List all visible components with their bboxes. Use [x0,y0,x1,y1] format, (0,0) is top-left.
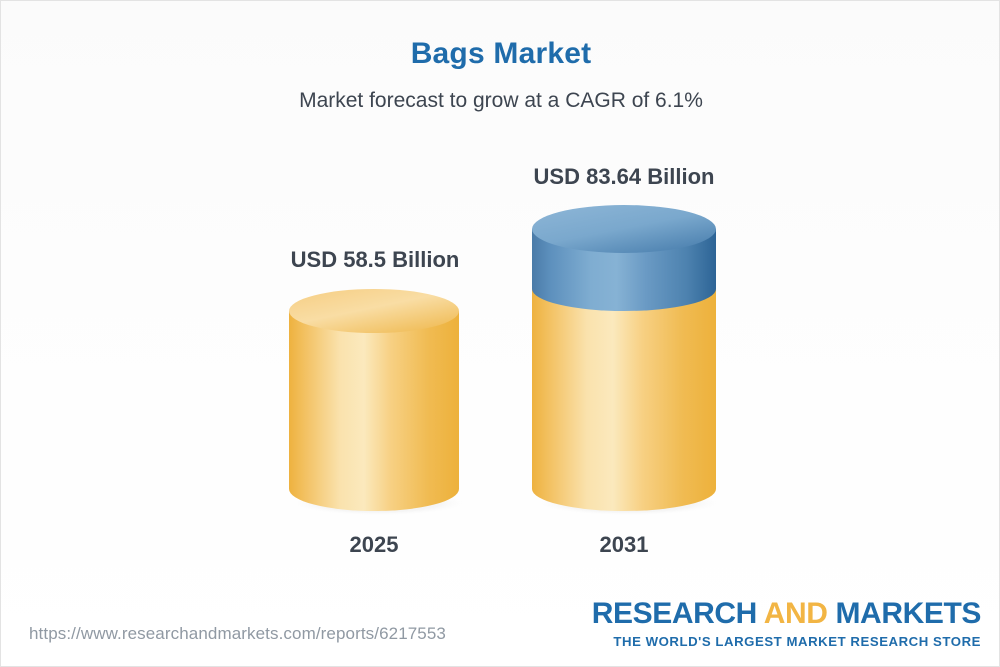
page-title: Bags Market [410,37,592,70]
page-subtitle: Market forecast to grow at a CAGR of 6.1… [299,89,703,112]
logo-word-research: RESEARCH [591,596,758,630]
logo-wordmark: RESEARCH AND MARKETS [591,596,982,630]
value-label-2025: USD 58.5 Billion [290,247,460,272]
category-label-2031: 2031 [599,532,649,557]
logo-word-markets: MARKETS [835,596,981,630]
logo-word-and: AND [756,596,836,630]
research-and-markets-logo[interactable]: RESEARCH AND MARKETS THE WORLD'S LARGEST… [591,596,982,649]
logo-tagline: THE WORLD'S LARGEST MARKET RESEARCH STOR… [613,633,981,649]
value-label-2031: USD 83.64 Billion [533,164,715,189]
bar-cylinder-2031 [532,205,724,516]
report-url[interactable]: https://www.researchandmarkets.com/repor… [29,624,446,643]
category-label-2025: 2025 [349,532,399,557]
chart-plot-area: USD 58.5 Billion [1,1,999,601]
cylinder-2025-svg [289,289,469,516]
cylinder-2031-svg [532,205,724,516]
bar-cylinder-2025 [289,289,469,516]
